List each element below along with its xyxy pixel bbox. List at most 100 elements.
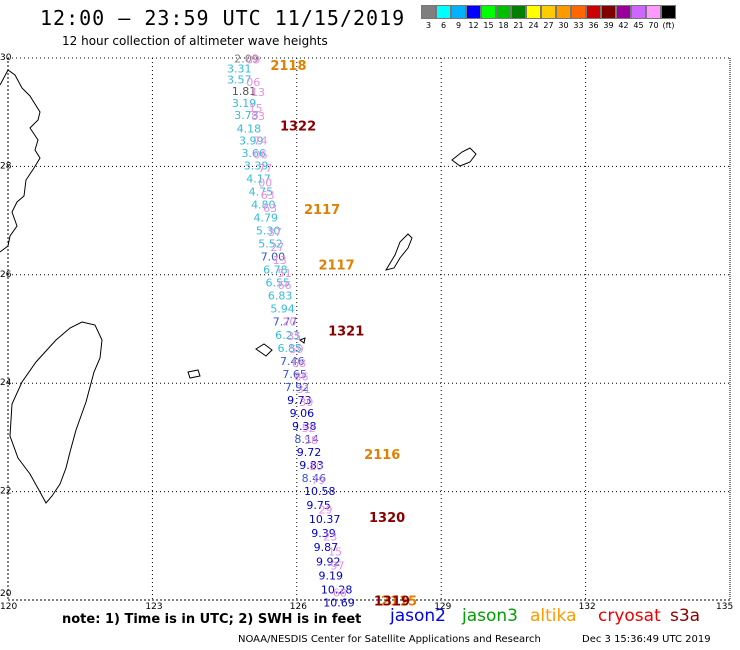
coastline-ishigaki [255,343,273,357]
color-swatch [631,5,646,19]
time-label: 1321 [328,325,364,340]
swh-value: 3.31 [227,63,252,76]
color-swatch [616,5,631,19]
swh-value: 3.39 [244,160,269,173]
color-swatch [421,5,436,19]
swh-value: 5.94 [270,303,295,316]
longitude-label: 123 [145,602,162,612]
color-scale-label: 27 [543,21,554,30]
swh-value-faint: 00 [258,176,272,189]
swh-value: 6.83 [268,290,293,303]
color-scale-labels: 3 6 9 12 15 18 21 24 27 30 33 36 39 42 45 70 (ft) [421,21,676,30]
swh-value-faint: 97 [330,560,344,573]
longitude-label: 132 [579,602,596,612]
page-subtitle: 12 hour collection of altimeter wave hei… [62,34,328,48]
coastline-okinawa [384,233,413,271]
swh-value: 2.09 [234,52,259,65]
color-swatch [541,5,556,19]
latitude-label: 26 [0,270,12,280]
coastline-miyako [298,337,306,344]
swh-value-faint: 30 [299,396,313,409]
swh-observations-faint: 0906131583740677006363372713516620355968… [246,53,347,599]
swh-value: 7.00 [261,251,286,264]
swh-value: 4.80 [251,199,276,212]
longitude-label: 129 [434,602,451,612]
swh-value-faint: 13 [251,86,265,99]
coastline-taiwan [9,321,103,504]
map-frame [7,57,731,601]
color-swatch [511,5,526,19]
swh-value: 4.17 [246,173,271,186]
longitude-label: 120 [0,602,17,612]
swh-value: 4.75 [249,186,274,199]
swh-value: 4.79 [253,212,277,225]
color-scale-label: 39 [603,21,614,30]
swh-value-faint: 31 [297,383,311,396]
color-swatch [526,5,541,19]
swh-value-faint: 79 [311,474,325,487]
color-swatch [436,5,451,19]
color-scale-label: 21 [513,21,524,30]
swh-value-faint: 68 [333,587,347,600]
legend-jason2: jason2 [390,606,446,626]
swh-value: 10.28 [321,583,353,596]
swh-value: 8.14 [294,433,319,446]
color-scale-label: 42 [618,21,629,30]
color-scale-label: 30 [558,21,569,30]
swh-value: 8.46 [302,472,327,485]
coastline-amami [451,147,477,167]
swh-value: 10.37 [309,513,341,526]
color-scale-label: 12 [468,21,479,30]
swh-value-faint: 13 [273,254,287,267]
swh-value-faint: 06 [253,148,267,161]
color-swatch [481,5,496,19]
swh-value: 9.92 [316,555,341,568]
page-title: 12:00 – 23:59 UTC 11/15/2019 [40,6,406,30]
swh-value: 1.81 [232,85,257,98]
swh-value: 7.65 [282,368,307,381]
time-label: 2117 [318,258,354,273]
time-label: 2118 [270,59,306,74]
swh-value-faint: 86 [294,370,308,383]
swh-value-faint: 52 [302,422,316,435]
color-swatch [646,5,661,19]
swh-value: 9.83 [299,459,324,472]
swh-value-faint: 68 [292,357,306,370]
longitude-label: 135 [716,602,733,612]
color-scale-label: 45 [633,21,644,30]
swh-value-faint: 27 [270,241,284,254]
color-swatch [451,5,466,19]
color-scale-label: 33 [573,21,584,30]
color-scale-label: 9 [455,21,462,30]
credit-text: NOAA/NESDIS Center for Satellite Applica… [238,634,541,645]
swh-value: 5.52 [258,238,283,251]
swh-value: 3.73 [234,109,259,122]
swh-value-faint: 77 [258,162,272,175]
time-label: 1322 [280,120,316,135]
swh-value: 9.75 [306,499,331,512]
swh-value: 9.39 [311,527,336,540]
swh-value: 3.19 [232,97,257,110]
color-scale-label: 3 [425,21,432,30]
time-label: 1320 [369,511,405,526]
legend-cryosat: cryosat [598,606,661,626]
swh-value: 5.30 [256,225,280,238]
swh-value-faint: 83 [251,110,265,123]
swh-observations: 2.093.313.571.813.193.734.183.993.663.39… [227,52,355,609]
swh-value-faint: 23 [323,530,337,543]
swh-value-faint: 29 [318,503,332,516]
swh-value-faint: 09 [246,53,260,66]
swh-value: 9.06 [290,407,315,420]
swh-value: 6.85 [278,342,303,355]
swh-value: 7.46 [280,355,305,368]
latitude-label: 24 [0,378,12,388]
timestamp-text: Dec 3 15:36:49 UTC 2019 [582,634,711,645]
swh-value-faint: 20 [282,316,296,329]
swh-value-faint: 51 [278,267,292,280]
swh-value-faint: 06 [246,76,260,89]
color-scale-swatches [421,5,676,19]
latitude-label: 22 [0,487,11,497]
